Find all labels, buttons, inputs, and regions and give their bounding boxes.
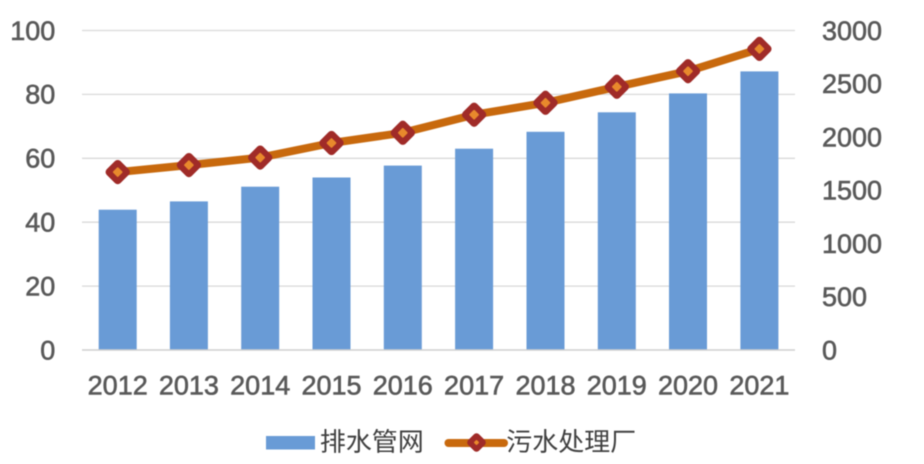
svg-text:2000: 2000: [822, 122, 882, 152]
svg-text:40: 40: [25, 208, 55, 238]
svg-text:3000: 3000: [822, 16, 882, 46]
svg-text:2012: 2012: [88, 371, 148, 401]
svg-text:80: 80: [25, 80, 55, 110]
svg-text:1000: 1000: [822, 229, 882, 259]
svg-text:2017: 2017: [444, 371, 504, 401]
svg-text:2016: 2016: [373, 371, 433, 401]
svg-text:0: 0: [40, 335, 55, 365]
svg-text:100: 100: [10, 16, 55, 46]
svg-text:1500: 1500: [822, 176, 882, 206]
svg-text:0: 0: [822, 335, 837, 365]
svg-text:2019: 2019: [587, 371, 647, 401]
svg-text:60: 60: [25, 144, 55, 174]
svg-text:500: 500: [822, 282, 867, 312]
svg-text:2020: 2020: [658, 371, 718, 401]
svg-text:2013: 2013: [159, 371, 219, 401]
svg-text:2500: 2500: [822, 69, 882, 99]
svg-text:2018: 2018: [515, 371, 575, 401]
svg-text:2015: 2015: [301, 371, 361, 401]
svg-text:20: 20: [25, 271, 55, 301]
svg-text:2021: 2021: [729, 371, 789, 401]
svg-text:2014: 2014: [230, 371, 290, 401]
